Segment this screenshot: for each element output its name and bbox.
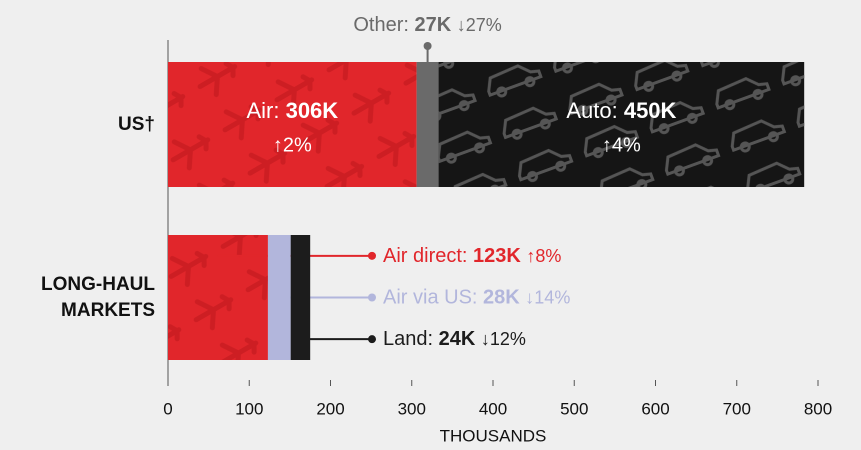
segment-change: ↑4% — [602, 134, 641, 156]
callout-dot — [368, 294, 376, 302]
segment-name: Air via US: — [383, 287, 477, 309]
segment-value: 123K — [473, 245, 521, 267]
x-tick-label: 200 — [316, 399, 344, 418]
segment-change: ↓12% — [481, 329, 526, 349]
segment-value: 28K — [483, 287, 520, 309]
bar-segment — [417, 62, 439, 187]
category-label: LONG-HAUL MARKETS — [0, 272, 155, 324]
segment-label: Other: 27K ↓27% — [353, 14, 501, 36]
bar-segment — [291, 235, 311, 360]
segment-label: Air direct: 123K ↑8% — [383, 245, 561, 267]
category-label: US† — [0, 112, 155, 138]
callout-dot — [368, 252, 376, 260]
segment-change: ↑8% — [526, 246, 561, 266]
segment-name: Other: — [353, 14, 409, 36]
x-tick-label: 600 — [641, 399, 669, 418]
segment-label: Air: 306K — [246, 98, 338, 123]
bar-pattern — [168, 235, 268, 360]
x-tick-label: 0 — [163, 399, 172, 418]
segment-label: Land: 24K ↓12% — [383, 328, 526, 350]
segment-change: ↓27% — [457, 15, 502, 35]
chart: THOUSANDS 0 100 200 300 400 500 600 700 800 Air: … — [0, 0, 861, 450]
bar-pattern — [168, 62, 417, 187]
segment-change: ↓14% — [525, 287, 570, 307]
segment-name: Land: — [383, 328, 433, 350]
x-tick-label: 300 — [398, 399, 426, 418]
bar-pattern — [439, 62, 805, 187]
segment-name: Auto: — [566, 98, 617, 123]
x-axis-label: THOUSANDS — [440, 426, 547, 445]
segment-label: Air via US: 28K ↓14% — [383, 287, 570, 309]
pin-dot — [424, 42, 432, 50]
segment-name: Air: — [246, 98, 279, 123]
segment-value: 24K — [439, 328, 476, 350]
segment-value: 306K — [286, 98, 339, 123]
segment-value: 450K — [624, 98, 677, 123]
segment-label: Auto: 450K — [566, 98, 676, 123]
segment-name: Air direct: — [383, 245, 467, 267]
chart-svg: THOUSANDS 0 100 200 300 400 500 600 700 800 Air: … — [0, 0, 861, 450]
callout-dot — [368, 335, 376, 343]
x-tick-label: 800 — [804, 399, 832, 418]
segment-value: 27K — [415, 14, 452, 36]
x-tick-label: 400 — [479, 399, 507, 418]
x-tick-label: 100 — [235, 399, 263, 418]
x-tick-label: 500 — [560, 399, 588, 418]
segment-change: ↑2% — [273, 134, 312, 156]
x-tick-label: 700 — [723, 399, 751, 418]
